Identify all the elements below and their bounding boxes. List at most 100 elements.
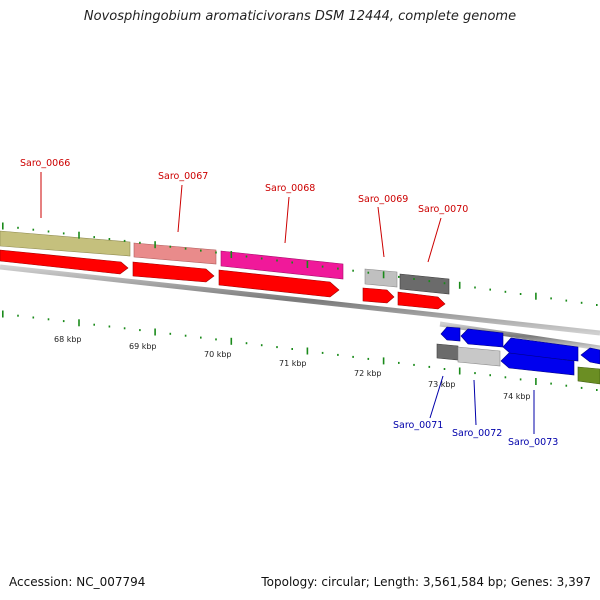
minor-tick xyxy=(367,357,370,360)
kbp-labels: 68 kbp 69 kbp 70 kbp 71 kbp 72 kbp 73 kb… xyxy=(54,335,531,401)
major-tick xyxy=(382,357,385,365)
minor-tick xyxy=(93,236,95,239)
major-tick xyxy=(535,378,537,385)
major-tick xyxy=(306,261,309,268)
major-tick xyxy=(230,251,233,258)
gene-label-saro-0071[interactable]: Saro_0071 xyxy=(393,420,443,431)
topology-summary: Topology: circular; Length: 3,561,584 bp… xyxy=(261,575,591,589)
minor-tick xyxy=(291,261,293,264)
minor-tick xyxy=(215,338,217,341)
genome-backbone-upper xyxy=(0,264,600,336)
gene-label-saro-0069[interactable]: Saro_0069 xyxy=(358,194,408,205)
minor-tick xyxy=(17,226,19,229)
bottom-gene-labels: Saro_0071 Saro_0072 Saro_0073 xyxy=(393,375,558,448)
gene-saro-0072[interactable] xyxy=(500,352,575,376)
minor-tick xyxy=(428,280,431,283)
gene-label-saro-0068[interactable]: Saro_0068 xyxy=(265,183,315,194)
kbp-label: 68 kbp xyxy=(54,335,82,344)
leader-line xyxy=(284,196,290,244)
map-title: Novosphingobium aromaticivorans DSM 1244… xyxy=(83,9,517,24)
major-tick xyxy=(2,222,4,230)
minor-tick xyxy=(519,293,522,295)
minor-tick xyxy=(352,355,354,358)
minor-tick xyxy=(169,332,172,335)
minor-tick xyxy=(47,318,50,321)
kbp-label: 69 kbp xyxy=(129,342,157,351)
minor-tick xyxy=(32,228,35,231)
minor-tick xyxy=(200,336,202,339)
genome-backbone-lower xyxy=(439,321,600,351)
gene-label-saro-0066[interactable]: Saro_0066 xyxy=(20,158,70,169)
minor-tick xyxy=(596,389,598,391)
minor-tick xyxy=(200,249,202,252)
kbp-label: 74 kbp xyxy=(503,392,531,401)
major-tick xyxy=(230,337,233,345)
leader-line xyxy=(429,375,444,419)
minor-tick xyxy=(596,304,598,306)
minor-tick xyxy=(32,316,35,319)
minor-tick xyxy=(489,288,491,291)
gene-saro-0071[interactable] xyxy=(457,346,501,367)
minor-tick xyxy=(93,323,95,326)
cds-arrow[interactable] xyxy=(362,287,395,304)
gene-saro-0069[interactable] xyxy=(364,268,398,288)
cds-arrow[interactable] xyxy=(0,249,129,275)
gene-olive[interactable] xyxy=(577,366,600,385)
cds-arrow[interactable] xyxy=(460,328,504,348)
minor-tick xyxy=(428,365,431,368)
major-tick xyxy=(2,310,4,318)
minor-tick xyxy=(443,282,446,285)
minor-tick xyxy=(184,334,187,337)
minor-tick xyxy=(367,271,370,274)
leader-line xyxy=(377,206,385,258)
gene-saro-0066[interactable] xyxy=(0,230,131,257)
minor-tick xyxy=(504,290,507,293)
top-gene-labels: Saro_0066 Saro_0067 Saro_0068 Saro_0069 … xyxy=(20,158,468,263)
leader-line xyxy=(177,184,183,233)
gene-label-saro-0073[interactable]: Saro_0073 xyxy=(508,437,558,448)
minor-tick xyxy=(580,301,583,304)
minor-tick xyxy=(337,267,339,270)
cds-arrow[interactable] xyxy=(132,261,215,283)
minor-tick xyxy=(108,325,111,328)
minor-tick xyxy=(184,247,187,250)
minor-tick xyxy=(413,278,415,280)
gene-saro-0068[interactable] xyxy=(220,250,344,280)
minor-tick xyxy=(47,230,50,233)
gene-label-saro-0070[interactable]: Saro_0070 xyxy=(418,204,468,215)
gene-grey-dark[interactable] xyxy=(436,343,459,361)
cds-arrow[interactable] xyxy=(580,347,600,365)
cds-arrow[interactable] xyxy=(218,269,340,298)
minor-tick xyxy=(550,382,552,385)
major-tick xyxy=(306,347,309,355)
minor-tick xyxy=(260,257,263,260)
gene-label-saro-0067[interactable]: Saro_0067 xyxy=(158,171,208,182)
leader-line xyxy=(473,379,477,426)
minor-tick xyxy=(321,265,324,268)
minor-tick xyxy=(260,344,263,347)
minor-tick xyxy=(443,368,446,370)
minor-tick xyxy=(474,286,476,289)
minor-tick xyxy=(519,378,522,381)
minor-tick xyxy=(139,241,141,244)
gene-saro-0067[interactable] xyxy=(133,242,217,265)
minor-tick xyxy=(276,346,278,349)
minor-tick xyxy=(123,239,126,242)
major-tick xyxy=(458,367,461,375)
minor-tick xyxy=(321,351,324,354)
major-tick xyxy=(535,292,537,300)
minor-tick xyxy=(62,320,65,323)
major-tick xyxy=(78,231,80,239)
gene-saro-0070[interactable] xyxy=(399,273,450,295)
cds-arrow[interactable] xyxy=(397,291,446,310)
cds-arrow[interactable] xyxy=(440,326,461,342)
minor-tick xyxy=(580,386,583,389)
minor-tick xyxy=(139,329,141,332)
minor-tick xyxy=(17,314,19,317)
minor-tick xyxy=(215,251,217,254)
minor-tick xyxy=(245,342,248,345)
kbp-label: 73 kbp xyxy=(428,380,456,389)
top-tick-ruler xyxy=(2,222,598,306)
gene-label-saro-0072[interactable]: Saro_0072 xyxy=(452,428,502,439)
